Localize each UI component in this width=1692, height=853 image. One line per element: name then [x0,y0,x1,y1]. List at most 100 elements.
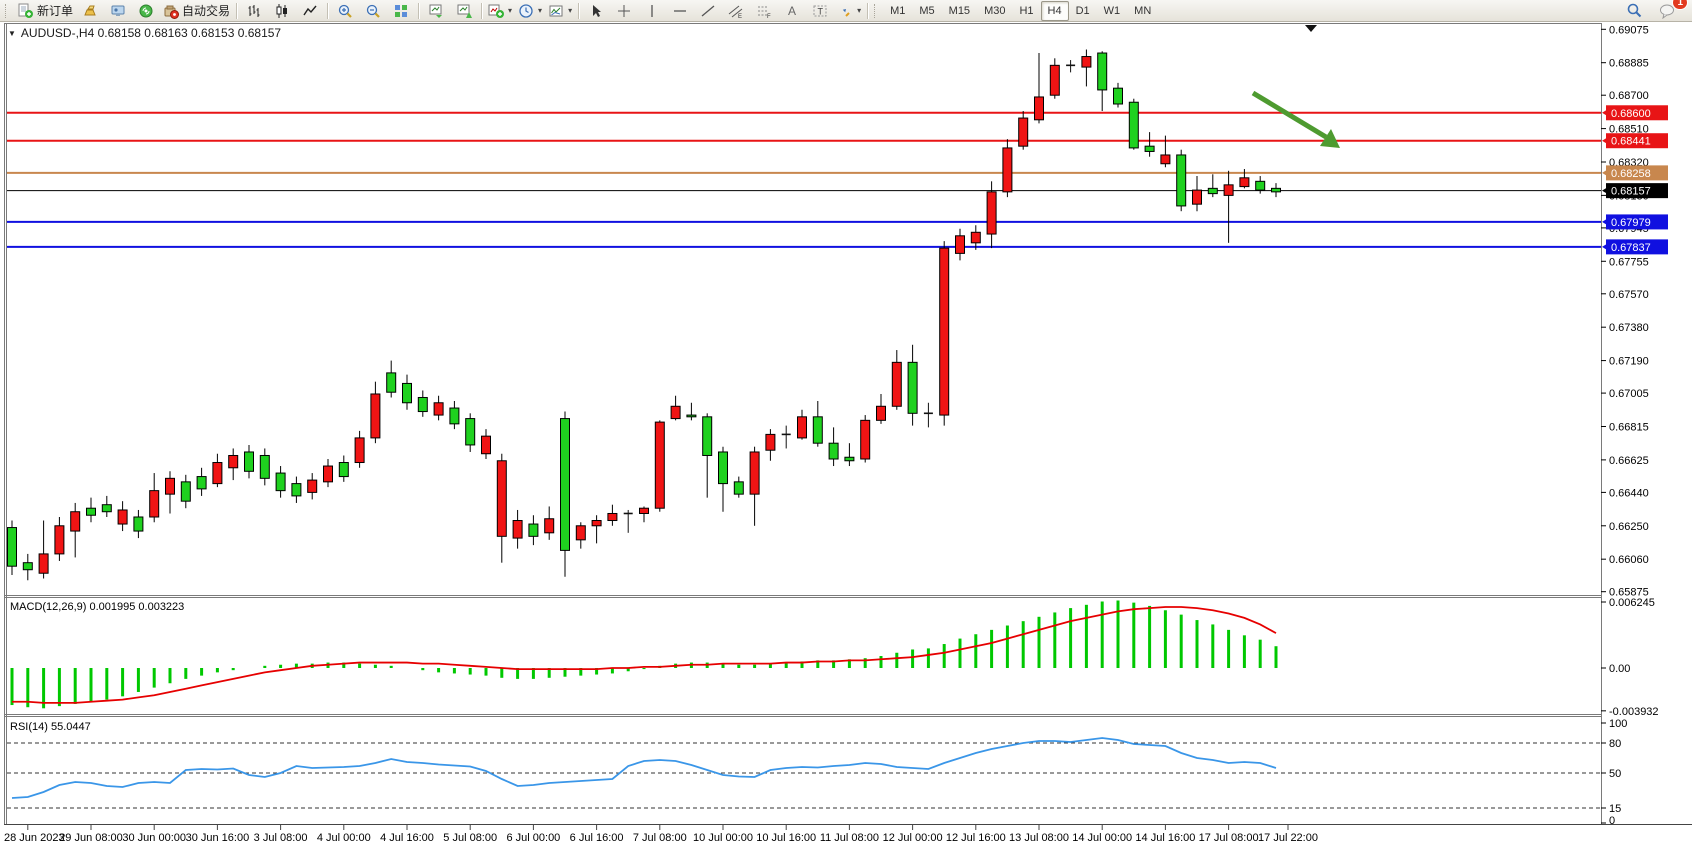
price-chip-0.67979[interactable]: 0.67979 [1602,214,1668,230]
signals-icon [138,3,154,19]
candle [654,420,665,512]
signals-button[interactable] [132,0,160,22]
vertical-line-icon [644,3,660,19]
candle [149,473,160,523]
new-order-button[interactable]: 新订单 [14,0,76,22]
templates-dropdown[interactable]: ▾ [545,0,575,22]
cursor-button[interactable] [582,0,610,22]
svg-text:0.68441: 0.68441 [1611,136,1651,148]
candle [133,509,144,539]
horizontal-line-button[interactable] [666,0,694,22]
candle [1192,176,1202,212]
svg-text:80: 80 [1609,738,1621,750]
timeframe-button-d1[interactable]: D1 [1075,4,1090,17]
candle [354,430,365,468]
timeframe-button-h1[interactable]: H1 [1019,4,1034,17]
gold-button[interactable] [76,0,104,22]
cascade-button[interactable] [450,0,478,22]
candle [591,515,602,544]
autotrading-button[interactable]: 自动交易 [160,0,233,22]
bar-chart-button[interactable] [240,0,268,22]
toolbar-separator [418,2,420,19]
text-button[interactable]: A [778,0,806,22]
auto-arrange-icon [428,3,444,19]
timeframe-button-m15[interactable]: M15 [948,4,971,17]
time-tick-label: 12 Jul 16:00 [946,832,1006,844]
timeframe-button-m5[interactable]: M5 [919,4,935,17]
chevron-down-icon: ▾ [508,6,513,15]
candle [686,402,697,421]
zoom-in-button[interactable] [331,0,359,22]
timeframe-button-mn[interactable]: MN [1134,4,1152,17]
svg-text:15: 15 [1609,803,1621,815]
notifications-button[interactable]: 1 [1654,0,1688,22]
candle [86,497,96,523]
price-chip-0.67837[interactable]: 0.67837 [1602,239,1668,255]
candlestick-chart-button[interactable] [268,0,296,22]
trendline-icon [700,3,716,19]
line-chart-icon [302,3,318,19]
candle [101,495,112,517]
trend-arrow-annotation[interactable] [1251,90,1340,148]
vertical-line-button[interactable] [638,0,666,22]
candle [370,381,381,444]
auto-arrange-button[interactable] [422,0,450,22]
candle [939,241,950,426]
macd-pane: MACD(12,26,9) 0.001995 0.003223 0.006245 0… [10,597,1659,718]
tile-windows-button[interactable] [387,0,415,22]
timeframe-button-m30[interactable]: M30 [984,4,1006,17]
candle [1239,169,1250,189]
macd-label: MACD(12,26,9) 0.001995 0.003223 [10,601,184,613]
templates-icon [548,3,564,19]
candle [1160,135,1171,168]
price-chip-0.68441[interactable]: 0.68441 [1602,133,1668,149]
line-chart-button[interactable] [296,0,324,22]
text-label-button[interactable]: T [806,0,834,22]
timeframe-button-w1[interactable]: W1 [1103,4,1121,17]
add-indicator-icon [488,3,505,19]
candle [1049,58,1060,99]
timeframe-button-h4[interactable]: H4 [1040,0,1069,21]
search-button[interactable] [1620,0,1648,22]
candle-doji [781,425,791,449]
add-indicator-dropdown[interactable]: ▾ [485,0,515,22]
candle [986,181,997,249]
chart-collapse-icon[interactable]: ▼ [8,28,16,38]
arrows-dropdown[interactable]: ▾ [834,0,864,22]
crosshair-button[interactable] [610,0,638,22]
candlestick-chart-icon [274,3,290,19]
time-tick-label: 12 Jul 00:00 [883,832,943,844]
text-icon: A [784,3,800,19]
svg-text:A: A [788,4,796,18]
candle [828,427,839,467]
price-chip-0.68600[interactable]: 0.68600 [1602,105,1668,121]
svg-text:-0.003932: -0.003932 [1609,706,1659,718]
symbol-ohlc-text: AUDUSD-,H4 0.68158 0.68163 0.68153 0.681… [20,26,282,40]
chevron-down-icon: ▾ [568,6,573,15]
chart-shift-marker-icon[interactable] [1305,25,1317,32]
zoom-out-button[interactable] [359,0,387,22]
price-chip-0.68157: 0.68157 [1602,183,1668,199]
symbol-title[interactable]: ▼ AUDUSD-,H4 0.68158 0.68163 0.68153 0.6… [8,26,281,40]
equidistant-channel-button[interactable]: E [722,0,750,22]
fibonacci-button[interactable]: F [750,0,778,22]
time-tick-label: 10 Jul 00:00 [693,832,753,844]
svg-text:0.67837: 0.67837 [1611,242,1651,254]
toolbar-grip [5,3,11,18]
candle [797,409,807,440]
publisher-button[interactable] [104,0,132,22]
timeframe-button-m1[interactable]: M1 [890,4,906,17]
candle [180,474,191,509]
periods-dropdown[interactable]: ▾ [515,0,545,22]
svg-text:0.00: 0.00 [1609,663,1630,675]
price-chip-0.68258[interactable]: 0.68258 [1602,165,1668,181]
candle [386,360,397,398]
price-tick-label: 0.66060 [1609,554,1649,566]
candle [244,444,254,479]
candle [212,453,223,488]
price-tick-label: 0.66815 [1609,421,1649,433]
trendline-button[interactable] [694,0,722,22]
time-tick-label: 11 Jul 08:00 [820,832,879,844]
